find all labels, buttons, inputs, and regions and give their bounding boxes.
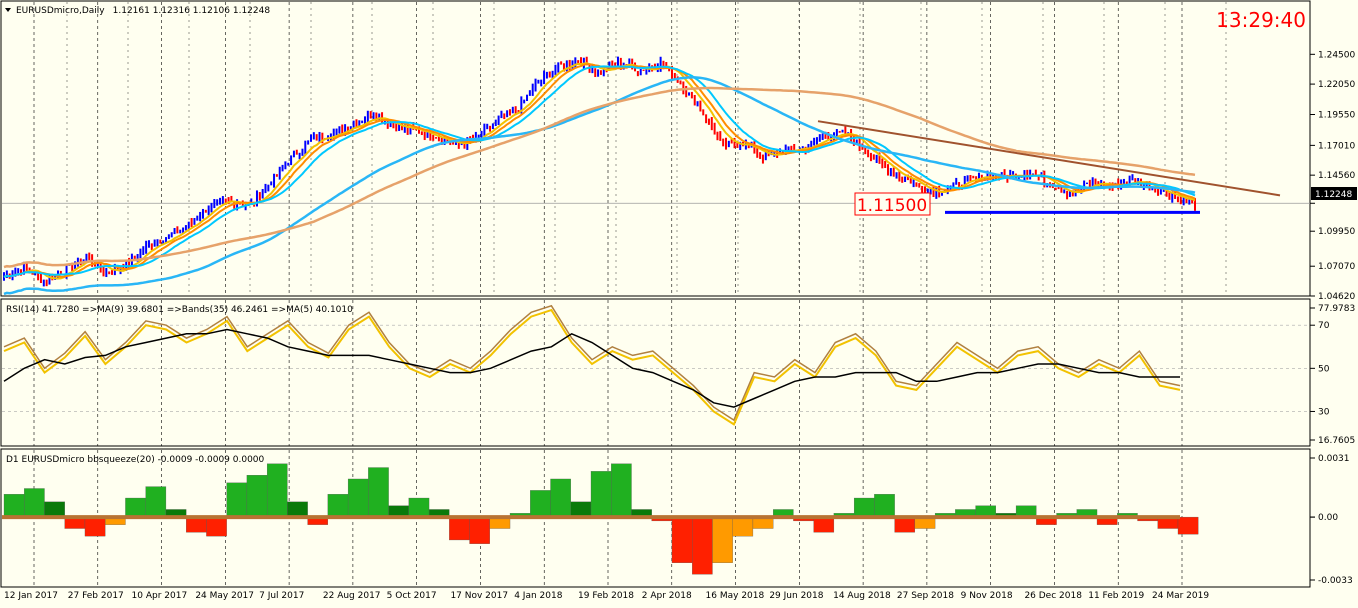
support-label: 1.11500 bbox=[857, 196, 927, 216]
price-tick-label: 1.22050 bbox=[1318, 80, 1355, 90]
price-panel-title: EURUSDmicro,Daily 1.12161 1.12316 1.12106… bbox=[16, 6, 270, 16]
x-tick-label: 7 Jul 2017 bbox=[259, 591, 304, 601]
price-tick-label: 1.24500 bbox=[1318, 50, 1355, 60]
rsi-panel[interactable] bbox=[0, 298, 1311, 447]
squeeze-bar bbox=[226, 482, 248, 518]
x-tick-label: 10 Apr 2017 bbox=[132, 591, 188, 601]
x-tick-label: 14 Aug 2018 bbox=[833, 591, 891, 601]
price-tick-label: 1.07070 bbox=[1318, 262, 1355, 272]
x-tick-label: 24 Mar 2019 bbox=[1152, 591, 1209, 601]
price-tick-label: 1.14560 bbox=[1318, 171, 1355, 181]
squeeze-bar bbox=[813, 516, 835, 533]
x-tick-label: 27 Feb 2017 bbox=[68, 591, 124, 601]
dropdown-triangle-icon[interactable] bbox=[5, 8, 11, 12]
squeeze-tick-label: 0.00 bbox=[1318, 513, 1338, 523]
squeeze-panel-title: D1 EURUSDmicro bbsqueeze(20) -0.0009 -0.… bbox=[6, 455, 265, 465]
x-tick-label: 5 Oct 2017 bbox=[387, 591, 437, 601]
squeeze-tick-label: -0.0033 bbox=[1318, 576, 1353, 586]
price-tick-label: 1.09950 bbox=[1318, 227, 1355, 237]
price-tick-label: 1.19550 bbox=[1318, 110, 1355, 120]
price-tick-label: 1.17010 bbox=[1318, 141, 1355, 151]
squeeze-bar bbox=[327, 494, 349, 518]
squeeze-bar bbox=[347, 478, 369, 518]
x-tick-label: 12 Jan 2017 bbox=[4, 591, 58, 601]
rsi-tick-label: 77.9783 bbox=[1318, 304, 1355, 314]
squeeze-bar bbox=[266, 463, 288, 518]
rsi-tick-label: 70 bbox=[1318, 321, 1330, 331]
support-label-box bbox=[854, 192, 931, 216]
squeeze-bar bbox=[449, 516, 470, 541]
x-tick-label: 27 Sep 2018 bbox=[897, 591, 954, 601]
x-tick-label: 2 Apr 2018 bbox=[642, 591, 692, 601]
price-panel[interactable] bbox=[0, 0, 1311, 297]
squeeze-bar bbox=[590, 471, 612, 518]
x-tick-label: 4 Jan 2018 bbox=[514, 591, 562, 601]
squeeze-bar bbox=[712, 516, 733, 563]
squeeze-histogram bbox=[2, 463, 1199, 575]
squeeze-bar bbox=[287, 501, 308, 518]
x-tick-label: 26 Dec 2018 bbox=[1024, 591, 1082, 601]
x-tick-label: 11 Feb 2019 bbox=[1088, 591, 1144, 601]
rsi-ma-line bbox=[3, 328, 1180, 408]
current-price-label: 1.12248 bbox=[1315, 190, 1352, 200]
x-tick-label: 17 Nov 2017 bbox=[450, 591, 508, 601]
x-tick-label: 22 Aug 2017 bbox=[323, 591, 381, 601]
squeeze-bar bbox=[368, 467, 389, 518]
price-tick-label: 1.04620 bbox=[1318, 292, 1355, 302]
price-series bbox=[3, 56, 1281, 296]
current-price-box bbox=[1311, 187, 1357, 200]
x-tick-label: 9 Nov 2018 bbox=[961, 591, 1013, 601]
squeeze-bar bbox=[1177, 516, 1199, 535]
squeeze-bar bbox=[550, 478, 571, 518]
ma-fast-line bbox=[3, 65, 1196, 278]
squeeze-bar bbox=[24, 488, 45, 518]
squeeze-bar bbox=[894, 516, 916, 533]
x-tick-label: 29 Jun 2018 bbox=[769, 591, 823, 601]
squeeze-bar bbox=[408, 497, 430, 518]
server-clock: 13:29:40 bbox=[1216, 8, 1306, 32]
x-axis: 12 Jan 2017 27 Feb 2017 10 Apr 2017 24 May … bbox=[4, 591, 1209, 601]
symbol-label: EURUSDmicro,Daily bbox=[16, 6, 105, 16]
squeeze-bar bbox=[732, 516, 754, 537]
rsi-tick-label: 30 bbox=[1318, 407, 1330, 417]
trendline bbox=[817, 120, 1281, 197]
squeeze-bar bbox=[611, 463, 632, 518]
ohlc-label: 1.12161 1.12316 1.12106 1.12248 bbox=[113, 6, 271, 16]
x-tick-label: 24 May 2017 bbox=[195, 591, 254, 601]
squeeze-bar bbox=[44, 501, 65, 518]
squeeze-bar bbox=[671, 516, 693, 563]
rsi-line bbox=[3, 308, 1181, 426]
squeeze-bar bbox=[125, 497, 146, 518]
squeeze-y-axis: 0.0031 0.00 -0.0033 bbox=[1310, 454, 1353, 586]
rsi-tick-label: 50 bbox=[1318, 364, 1330, 374]
ma-peach-line bbox=[3, 86, 1196, 269]
squeeze-bar bbox=[530, 490, 551, 518]
squeeze-bar bbox=[874, 494, 895, 518]
squeeze-bar bbox=[206, 516, 227, 537]
squeeze-bar bbox=[853, 497, 875, 518]
squeeze-bar bbox=[570, 501, 592, 518]
squeeze-tick-label: 0.0031 bbox=[1318, 454, 1350, 464]
squeeze-bar bbox=[246, 475, 268, 518]
rsi-series bbox=[3, 304, 1181, 426]
squeeze-bar bbox=[469, 516, 490, 544]
rsi-tick-label: 16.7605 bbox=[1318, 436, 1355, 446]
rsi-panel-title: RSI(14) 41.7280 =>MA(9) 39.6801 =>Bands(… bbox=[6, 305, 353, 315]
squeeze-bar bbox=[145, 486, 167, 518]
squeeze-bar bbox=[84, 516, 106, 537]
rsi-band-line bbox=[3, 304, 1181, 422]
ma-slow-line bbox=[3, 76, 1196, 296]
squeeze-bar bbox=[186, 516, 207, 533]
x-tick-label: 19 Feb 2018 bbox=[578, 591, 634, 601]
squeeze-bar bbox=[692, 516, 713, 575]
x-tick-label: 16 May 2018 bbox=[706, 591, 765, 601]
squeeze-bar bbox=[3, 494, 25, 518]
